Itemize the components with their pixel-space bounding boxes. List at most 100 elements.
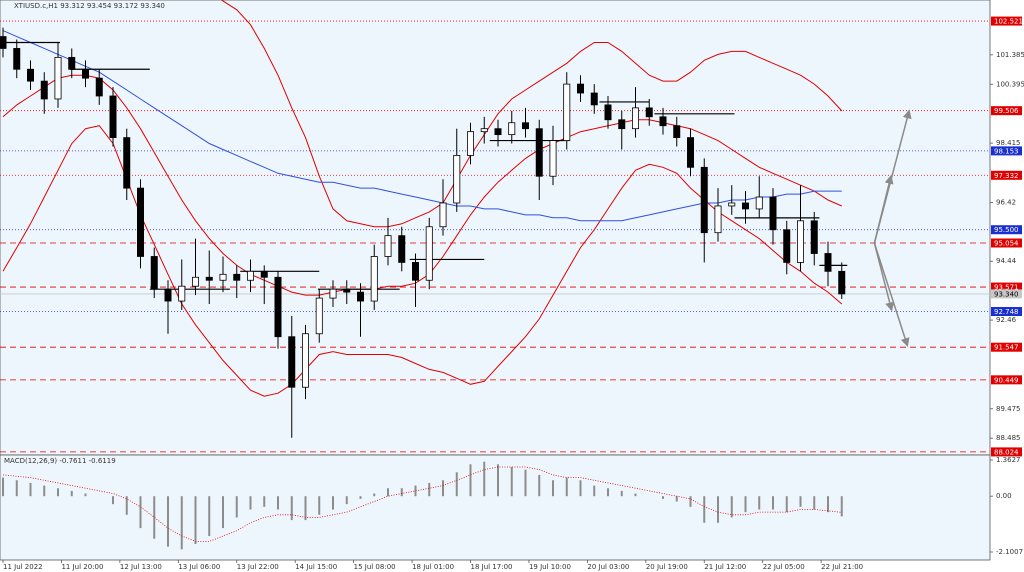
overlay-line xyxy=(220,0,843,228)
candle-body xyxy=(535,128,543,177)
candle-body xyxy=(467,131,474,156)
macd-signal xyxy=(2,466,842,542)
overlay-line xyxy=(2,74,842,296)
candle-body xyxy=(233,273,241,281)
candle-body xyxy=(810,220,818,254)
x-tick-label: 21 Jul 12:00 xyxy=(704,563,746,571)
candle-body xyxy=(728,202,736,207)
level-label: 92.748 xyxy=(994,308,1019,316)
level-label-box xyxy=(991,289,1022,299)
level-label: 99.506 xyxy=(994,107,1019,115)
level-label: 90.449 xyxy=(994,376,1019,384)
x-tick-label: 18 Jul 17:00 xyxy=(471,563,513,571)
projection-arrow xyxy=(873,242,910,348)
candle-body xyxy=(205,276,213,281)
candle-body xyxy=(769,196,777,231)
y-tick-label: 89.475 xyxy=(996,405,1021,413)
x-tick-label: 22 Jul 05:00 xyxy=(763,563,805,571)
candle-body xyxy=(247,270,254,281)
candle-body xyxy=(178,285,186,302)
candle-body xyxy=(755,196,763,210)
candle-body xyxy=(439,202,447,228)
candle-body xyxy=(797,220,804,263)
candle-body xyxy=(687,137,694,168)
macd-y-tick-label: 1.3627 xyxy=(996,456,1021,464)
candle-body xyxy=(384,235,392,257)
candle-body xyxy=(563,83,571,141)
x-tick-label: 11 Jul 2022 xyxy=(3,563,43,571)
candle-body xyxy=(150,256,158,290)
level-label-box xyxy=(991,16,1022,26)
candle-body xyxy=(700,166,708,234)
level-label: 98.153 xyxy=(994,147,1019,155)
candle-body xyxy=(577,83,584,94)
x-tick-label: 14 Jul 15:00 xyxy=(295,563,337,571)
candle-body xyxy=(357,291,364,302)
level-label: 93.571 xyxy=(994,284,1019,292)
x-tick-label: 20 Jul 03:00 xyxy=(587,563,629,571)
candle-body xyxy=(659,116,667,127)
y-tick-label: 98.415 xyxy=(996,139,1021,147)
macd-panel xyxy=(0,454,991,561)
level-label: 93.340 xyxy=(994,290,1019,298)
level-label-box xyxy=(991,238,1022,248)
axis-layer: 102.521 99.506 98.153 97.332 95.500 95.054 93.… xyxy=(2,16,1024,571)
candle-body xyxy=(412,262,419,281)
candle-body xyxy=(370,256,378,302)
x-tick-label: 15 Jul 08:00 xyxy=(354,563,396,571)
candle-body xyxy=(480,128,488,133)
level-label-box xyxy=(991,146,1022,156)
candle-body xyxy=(494,128,502,136)
level-label: 91.547 xyxy=(994,344,1019,352)
candle-body xyxy=(453,155,461,204)
candle-body xyxy=(425,226,433,281)
x-tick-label: 12 Jul 13:00 xyxy=(120,563,162,571)
x-tick-label: 20 Jul 19:00 xyxy=(646,563,688,571)
candle-body xyxy=(618,119,626,130)
projection-arrow xyxy=(873,174,894,244)
y-tick-label: 96.42 xyxy=(996,198,1016,206)
main-layer xyxy=(0,0,990,453)
macd-y-tick-label: -2.1007 xyxy=(996,548,1023,556)
candle-body xyxy=(315,297,323,335)
level-label-box xyxy=(991,170,1022,180)
chart-title: XTIUSD.c,H1 93.312 93.454 93.172 93.340 xyxy=(14,2,165,10)
macd-layer xyxy=(2,461,843,550)
candle-body xyxy=(645,107,653,118)
candle-body xyxy=(123,137,131,189)
candle-body xyxy=(714,205,722,234)
candle-body xyxy=(288,336,296,388)
candle-body xyxy=(137,187,144,257)
level-label-box xyxy=(991,225,1022,235)
indicator-title: MACD(12,26,9) -0.7611 -0.6119 xyxy=(4,457,116,465)
y-tick-label: 94.44 xyxy=(996,257,1017,265)
candle-body xyxy=(192,276,199,287)
level-label-box xyxy=(991,282,1022,292)
candle-body xyxy=(68,56,76,70)
candle-body xyxy=(522,122,529,130)
x-tick-label: 22 Jul 21:00 xyxy=(821,563,863,571)
candle-body xyxy=(783,229,791,263)
candle-body xyxy=(838,270,846,295)
macd-y-tick-label: 0.00 xyxy=(996,492,1012,500)
level-label: 95.500 xyxy=(994,226,1019,234)
candle-body xyxy=(219,273,227,281)
candle-body xyxy=(549,140,557,177)
level-label-box xyxy=(991,342,1022,352)
level-label-box xyxy=(991,447,1022,457)
candle-body xyxy=(604,104,612,121)
level-label-box xyxy=(991,106,1022,116)
x-tick-label: 19 Jul 10:00 xyxy=(529,563,571,571)
main-panel xyxy=(0,0,991,456)
x-tick-label: 11 Jul 20:00 xyxy=(61,563,103,571)
candle-body xyxy=(329,288,337,299)
candle-body xyxy=(260,270,268,278)
candle-body xyxy=(632,107,639,130)
candle-body xyxy=(82,68,89,79)
y-tick-label: 92.46 xyxy=(996,316,1017,324)
level-label: 102.521 xyxy=(994,18,1023,26)
level-label: 95.054 xyxy=(994,239,1019,247)
candle-body xyxy=(164,288,172,302)
